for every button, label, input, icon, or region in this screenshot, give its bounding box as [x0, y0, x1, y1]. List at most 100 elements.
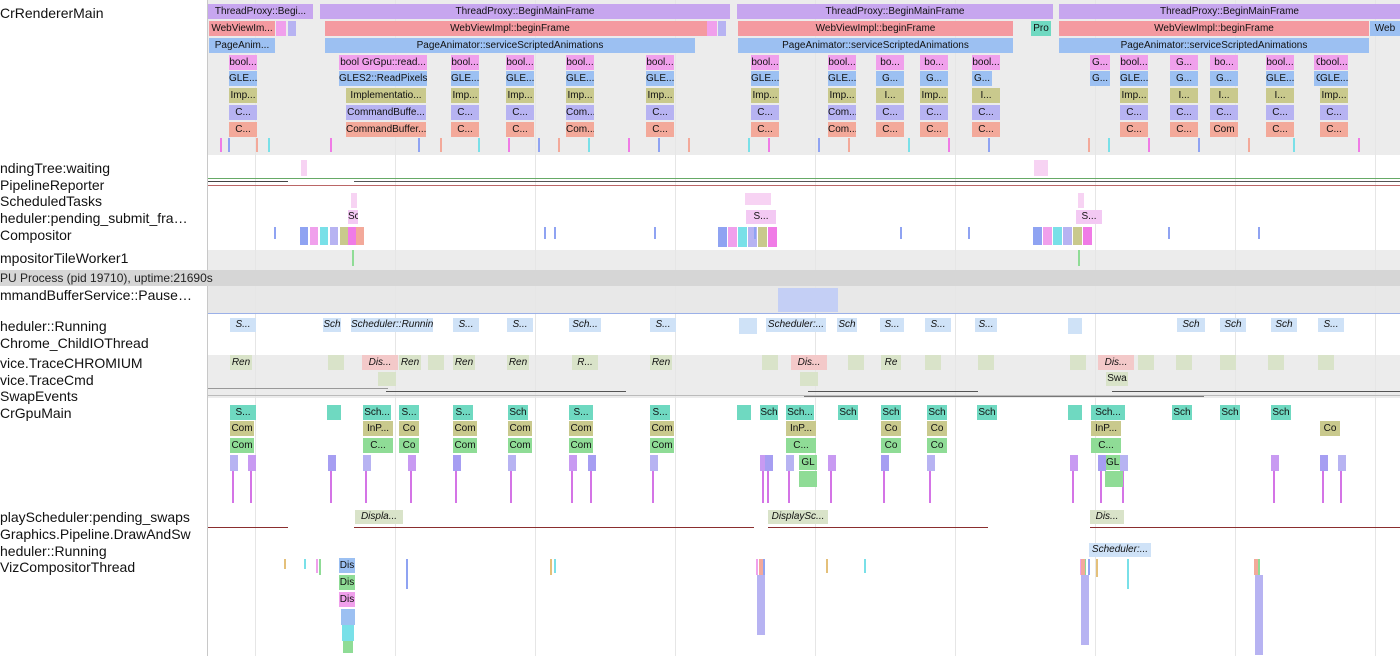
trace-slice-mini[interactable]: [588, 455, 596, 471]
trace-slice[interactable]: Sch: [1177, 318, 1205, 332]
trace-slice[interactable]: GL: [799, 455, 817, 470]
trace-slice-mini[interactable]: [927, 455, 935, 471]
trace-slice-mini[interactable]: [864, 559, 866, 573]
track-label[interactable]: mmandBufferService::Pause…: [0, 287, 192, 303]
trace-slice[interactable]: Displa...: [355, 510, 403, 524]
trace-slice-mini[interactable]: [728, 227, 737, 247]
trace-slice-mini[interactable]: [1081, 575, 1089, 645]
trace-slice-mini[interactable]: [881, 455, 889, 471]
trace-slice-mini[interactable]: [988, 138, 990, 152]
trace-slice-mini[interactable]: [440, 138, 442, 152]
trace-slice[interactable]: I...: [876, 88, 904, 103]
trace-slice[interactable]: [745, 193, 771, 205]
trace-slice[interactable]: Co: [399, 438, 419, 453]
trace-slice[interactable]: InP...: [1091, 421, 1121, 436]
trace-slice-mini[interactable]: [1096, 559, 1098, 577]
trace-slice[interactable]: Imp...: [1320, 88, 1348, 103]
trace-slice[interactable]: Com: [230, 421, 254, 436]
trace-slice[interactable]: Com...: [566, 122, 594, 137]
trace-slice[interactable]: Sch: [838, 405, 858, 420]
trace-slice[interactable]: Co: [927, 438, 947, 453]
trace-slice[interactable]: GLE...: [1120, 71, 1148, 86]
trace-slice[interactable]: DisplaySc...: [768, 510, 828, 524]
trace-slice-mini[interactable]: [1088, 138, 1090, 152]
trace-slice-mini[interactable]: [1122, 471, 1124, 503]
trace-slice[interactable]: Co: [1320, 421, 1340, 436]
trace-slice-mini[interactable]: [418, 138, 420, 152]
trace-slice-mini[interactable]: [799, 471, 817, 487]
trace-slice-mini[interactable]: [1338, 455, 1346, 471]
track-label[interactable]: PipelineReporter: [0, 177, 105, 193]
trace-slice[interactable]: GLE...: [1320, 71, 1348, 86]
trace-slice[interactable]: Ren: [650, 355, 672, 370]
trace-slice[interactable]: bool...: [566, 55, 594, 70]
trace-slice[interactable]: GLE...: [646, 71, 674, 86]
trace-slice[interactable]: Co: [881, 421, 901, 436]
trace-slice-mini[interactable]: [707, 21, 717, 36]
trace-slice[interactable]: InP...: [363, 421, 393, 436]
trace-slice-mini[interactable]: [1168, 227, 1170, 239]
trace-slice[interactable]: bool...: [229, 55, 257, 70]
trace-slice[interactable]: I...: [1266, 88, 1294, 103]
trace-slice-mini[interactable]: [768, 138, 770, 152]
trace-slice-mini[interactable]: [554, 559, 556, 573]
trace-slice-mini[interactable]: [1248, 138, 1250, 152]
trace-slice[interactable]: C...: [751, 105, 779, 120]
trace-slice-mini[interactable]: [762, 355, 778, 370]
trace-slice[interactable]: Dis: [339, 592, 355, 607]
trace-slice[interactable]: Sch: [323, 318, 341, 332]
trace-slice[interactable]: I...: [1210, 88, 1238, 103]
trace-slice-mini[interactable]: [330, 138, 332, 152]
trace-slice[interactable]: GLE...: [828, 71, 856, 86]
trace-slice[interactable]: ThreadProxy::Begi...: [208, 4, 313, 19]
track-label[interactable]: Compositor: [0, 227, 72, 243]
track-label[interactable]: heduler::Running: [0, 543, 107, 559]
trace-slice[interactable]: C...: [1320, 105, 1348, 120]
trace-slice-mini[interactable]: [352, 250, 354, 266]
trace-slice[interactable]: C...: [506, 105, 534, 120]
trace-slice[interactable]: bo...: [876, 55, 904, 70]
trace-slice-mini[interactable]: [1138, 355, 1154, 370]
trace-slice[interactable]: bool...: [972, 55, 1000, 70]
trace-slice[interactable]: Ren: [230, 355, 252, 370]
trace-slice[interactable]: Web: [1370, 21, 1400, 36]
trace-slice-mini[interactable]: [330, 227, 338, 245]
trace-slice[interactable]: GLE...: [566, 71, 594, 86]
trace-slice[interactable]: Com: [508, 438, 532, 453]
trace-slice[interactable]: Ren: [399, 355, 421, 370]
trace-slice-mini[interactable]: [738, 227, 747, 247]
track-label[interactable]: ScheduledTasks: [0, 193, 102, 209]
track-label[interactable]: SwapEvents: [0, 388, 78, 404]
trace-slice-mini[interactable]: [378, 372, 396, 386]
trace-slice[interactable]: C...: [646, 105, 674, 120]
track-label[interactable]: CrRendererMain: [0, 5, 104, 21]
trace-slice-mini[interactable]: [826, 559, 828, 573]
trace-slice-mini[interactable]: [763, 559, 765, 577]
trace-slice-mini[interactable]: [658, 138, 660, 152]
timeline-tracks[interactable]: ThreadProxy::Begi... ThreadProxy::BeginMa…: [208, 0, 1400, 656]
trace-slice[interactable]: Com...: [566, 105, 594, 120]
trace-slice[interactable]: C...: [646, 122, 674, 137]
trace-slice[interactable]: PageAnimator::serviceScriptedAnimations: [1059, 38, 1369, 53]
trace-slice-mini[interactable]: [304, 559, 306, 569]
trace-slice[interactable]: WebViewIm...: [209, 21, 275, 36]
trace-slice-mini[interactable]: [1254, 559, 1258, 575]
trace-slice[interactable]: Dis...: [362, 355, 398, 370]
trace-slice-mini[interactable]: [830, 471, 832, 503]
trace-slice[interactable]: G...: [876, 71, 904, 86]
trace-slice-mini[interactable]: [1078, 250, 1080, 266]
trace-slice-mini[interactable]: [788, 471, 790, 503]
trace-slice-mini[interactable]: [1255, 575, 1263, 655]
trace-slice[interactable]: C...: [1210, 105, 1238, 120]
trace-slice[interactable]: GLE...: [229, 71, 257, 86]
trace-slice-mini[interactable]: [1268, 355, 1284, 370]
trace-slice[interactable]: Com: [650, 421, 674, 436]
trace-slice-mini[interactable]: [1271, 455, 1279, 471]
trace-slice-mini[interactable]: [1358, 138, 1360, 152]
trace-slice[interactable]: S...: [230, 405, 256, 420]
track-label[interactable]: Graphics.Pipeline.DrawAndSw: [0, 526, 191, 542]
trace-slice[interactable]: Com...: [828, 105, 856, 120]
trace-slice[interactable]: C...: [1120, 122, 1148, 137]
gpu-process-header[interactable]: PU Process (pid 19710), uptime:21690s: [0, 270, 1400, 286]
trace-slice[interactable]: S...: [569, 405, 593, 420]
